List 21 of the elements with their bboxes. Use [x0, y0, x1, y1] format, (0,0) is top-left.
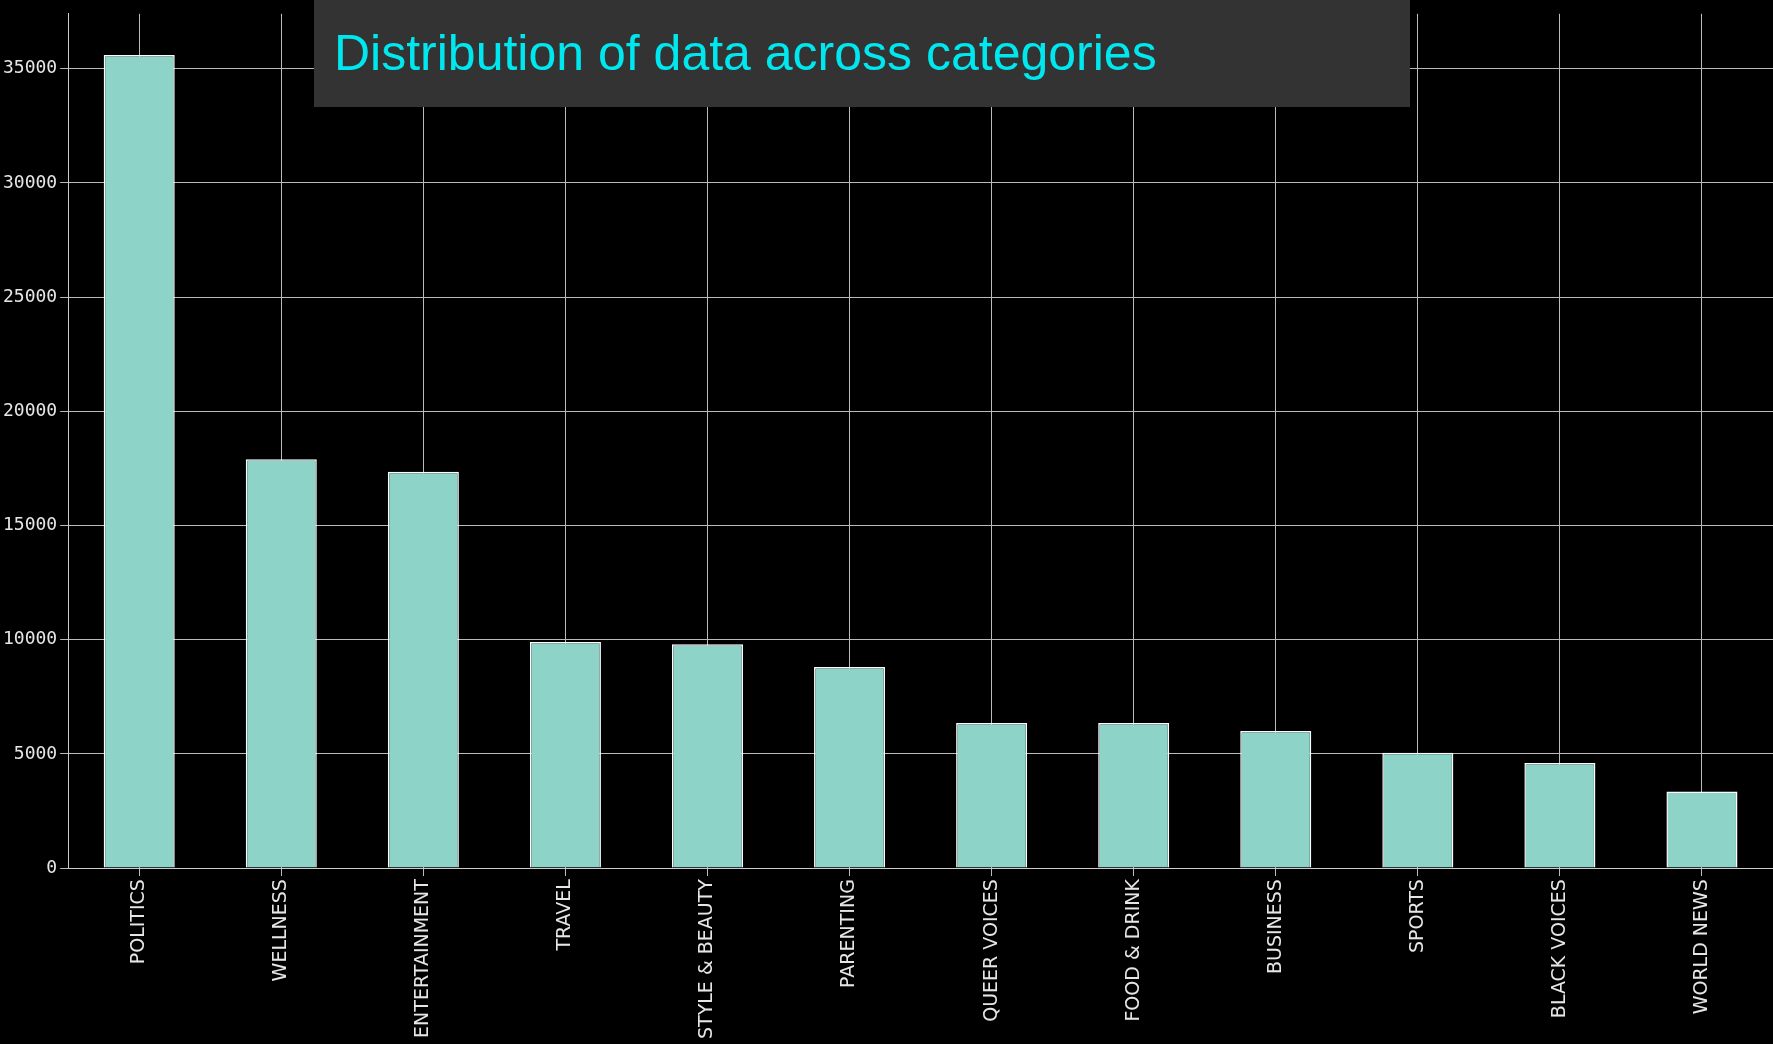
x-tick-label: FOOD & DRINK — [1120, 878, 1143, 1022]
x-tick-label: POLITICS — [126, 879, 149, 965]
x-tick-label: SPORTS — [1404, 879, 1427, 954]
x-tick-label: TRAVEL — [552, 878, 575, 952]
x-tick-label: QUEER VOICES — [978, 879, 1001, 1022]
y-tick-label: 25000 — [3, 284, 58, 306]
x-tick-label: PARENTING — [836, 879, 859, 988]
y-tick-label: 30000 — [3, 170, 58, 192]
x-tick-label: STYLE & BEAUTY — [694, 878, 717, 1040]
x-tick-label: WELLNESS — [268, 879, 291, 982]
chart-title: Distribution of data across categories — [333, 24, 1157, 83]
y-tick-label: 20000 — [3, 398, 58, 420]
x-tick-label: BLACK VOICES — [1546, 879, 1569, 1019]
y-tick-label: 0 — [46, 855, 58, 877]
x-tick-label: WORLD NEWS — [1688, 879, 1711, 1015]
y-tick-label: 35000 — [3, 56, 58, 78]
y-tick-label: 10000 — [3, 627, 58, 649]
y-tick-label: 5000 — [13, 741, 58, 763]
y-tick-label: 15000 — [3, 513, 58, 535]
x-tick-label: ENTERTAINMENT — [410, 878, 433, 1038]
x-tick-label: BUSINESS — [1262, 879, 1285, 975]
